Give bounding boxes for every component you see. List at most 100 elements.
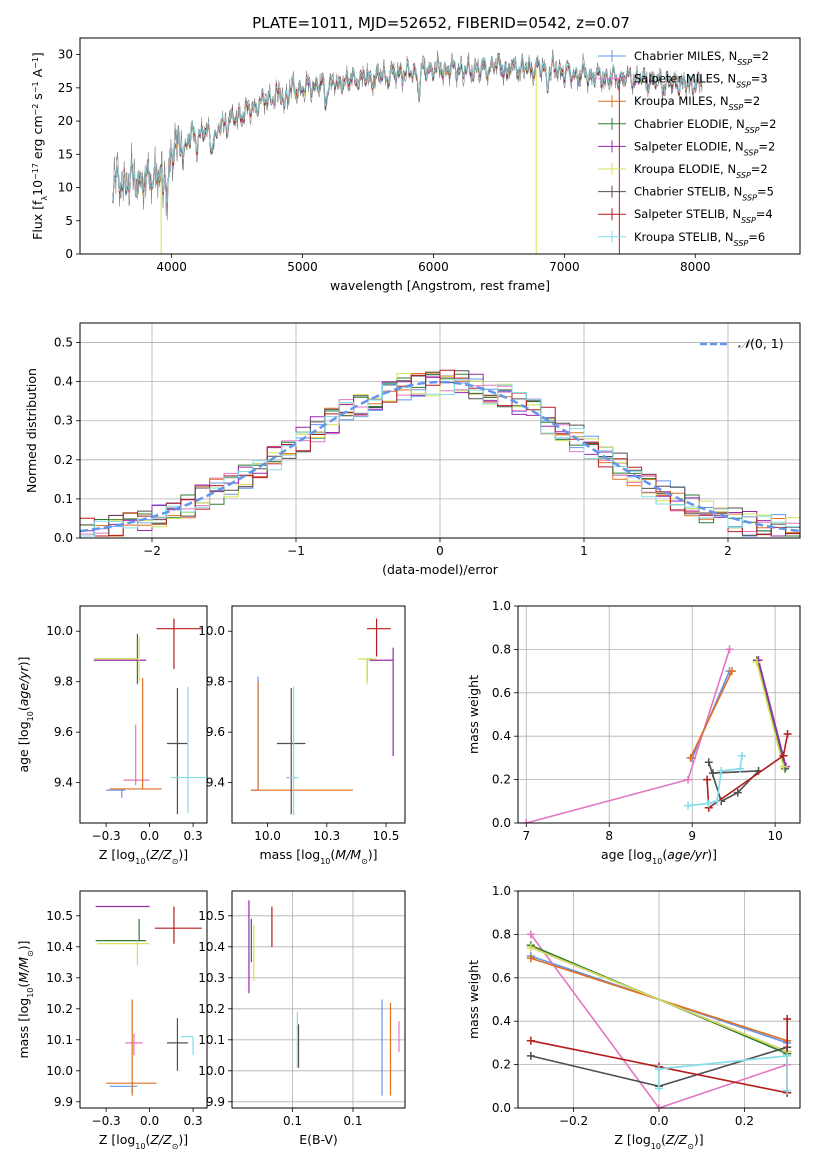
error-point [250,676,259,791]
panel-weight_vs_Z: −0.2 0.0 0.2 0.0 0.2 0.4 0.6 0.8 1.0 Z [log10(Z/Z… [466,884,801,1151]
weight-marker [779,762,788,771]
legend-label: Salpeter MILES, NSSP=3 [634,72,768,90]
y-tick-label: 0.1 [54,492,73,506]
panel-age_vs_mass: 10.0 10.3 10.5 9.4 9.6 9.8 10.0 mass [log10(M/M… [198,605,406,866]
weight-marker [779,751,788,760]
y-tick-label: 10.0 [46,624,73,638]
error-point [109,1085,138,1093]
x-tick-label: 7 [522,829,530,843]
weight-marker [526,930,535,939]
y-tick-label: 0.2 [492,773,511,787]
weight-marker [752,658,761,667]
y-tick-label: 0.8 [492,927,511,941]
x-tick-label: 1 [580,544,588,558]
y-axis-label: mass weight [466,675,481,754]
error-point [154,906,202,944]
axes-frame [79,890,208,1109]
y-tick-label: 1.0 [492,599,511,613]
legend-label: Chabrier ELODIE, NSSP=2 [634,117,776,135]
weight-marker [733,788,742,797]
panel-mass_vs_Z: −0.3 0.0 0.3 9.9 10.0 10.1 10.2 10.3 10.4 10.5 Z [… [16,890,208,1151]
x-tick-label: −0.3 [92,829,121,843]
weight-line [706,733,789,810]
y-tick-label: 9.4 [54,776,73,790]
plot-area-weight_vs_Z [526,930,792,1108]
weight-marker [684,775,693,784]
x-tick-label: 9 [688,829,696,843]
x-tick-label: −0.2 [559,1114,588,1128]
axes-frame [231,605,406,824]
weight-marker [704,799,713,808]
weight-marker [526,1051,535,1060]
weight-marker [526,943,535,952]
weight-line [658,1055,788,1091]
weight-marker [703,775,712,784]
error-point [170,686,206,813]
axes-frame [79,605,208,824]
x-axis-label: Z [log10(Z/Z⊙)] [99,1132,188,1151]
x-tick-label: 0.1 [343,1114,362,1128]
y-tick-label: 9.9 [54,1095,73,1109]
y-tick-label: 9.4 [206,776,225,790]
weight-marker [783,730,792,739]
weight-marker [713,797,722,806]
axes-frame [517,605,801,824]
x-tick-label: 10 [767,829,782,843]
error-point [93,636,140,682]
model-spectrum [112,53,703,204]
y-tick-label: 0.3 [54,414,73,428]
legend-label: Kroupa ELODIE, NSSP=2 [634,162,768,180]
x-tick-label: −1 [287,544,305,558]
y-tick-label: 10.0 [46,1064,73,1078]
weight-marker [783,1015,792,1024]
x-axis-label: wavelength [Angstrom, rest frame] [330,278,550,293]
x-axis-label: E(B-V) [299,1132,338,1147]
y-tick-label: 9.6 [54,725,73,739]
y-tick-label: 10.5 [198,909,225,923]
error-point [156,618,202,670]
x-tick-label: 10.3 [313,829,340,843]
error-point [277,688,306,815]
normal-curve [80,380,800,533]
x-tick-label: 0 [436,544,444,558]
y-tick-label: 25 [58,81,73,95]
error-point [180,1036,194,1056]
y-tick-label: 0.8 [492,642,511,656]
weight-marker [655,1084,663,1093]
x-tick-label: 0.2 [735,1114,754,1128]
legend: Chabrier MILES, NSSP=2 Salpeter MILES, NS… [598,49,776,247]
panel-mass_vs_ebv: 0.1 0.1 9.9 10.0 10.1 10.2 10.3 10.4 10.5 E(B-V) [198,890,406,1147]
error-point [367,618,391,657]
error-point [369,647,394,757]
error-point [97,940,150,966]
x-tick-label: 10.0 [254,829,281,843]
error-point [95,918,147,942]
weight-line [757,660,787,767]
weight-marker [737,751,746,760]
panel-residuals: −2 −1 0 1 2 0.0 0.1 0.2 0.3 0.4 0.5 𝒩(0, 1) (data-mo… [24,322,801,577]
x-tick-label: 4000 [156,260,187,274]
weight-marker [655,1064,663,1073]
panel-spectrum: 4000 5000 6000 7000 8000 0 5 10 15 20 25 30 Chabrier… [30,37,801,293]
error-point [166,688,188,815]
x-axis-label: Z [log10(Z/Z⊙)] [99,847,188,866]
x-tick-label: −0.3 [92,1114,121,1128]
x-axis-label: mass [log10(M/M⊙)] [259,847,377,866]
y-tick-label: 9.8 [206,675,225,689]
weight-line [689,670,733,759]
y-tick-label: 10.4 [198,940,225,954]
x-axis-label: age [log10(age/yr)] [601,847,717,866]
x-tick-label: 8 [605,829,613,843]
x-tick-label: 0.0 [140,829,159,843]
y-tick-label: 5 [65,214,73,228]
legend-label: Kroupa STELIB, NSSP=6 [634,230,765,248]
weight-marker [727,667,736,676]
error-point [125,1033,143,1056]
error-point [123,724,150,786]
y-tick-label: 9.9 [206,1095,225,1109]
y-tick-label: 30 [58,48,73,62]
x-tick-label: 0.0 [140,1114,159,1128]
legend-label: Chabrier STELIB, NSSP=5 [634,185,774,203]
legend-label: Salpeter STELIB, NSSP=4 [634,207,773,225]
